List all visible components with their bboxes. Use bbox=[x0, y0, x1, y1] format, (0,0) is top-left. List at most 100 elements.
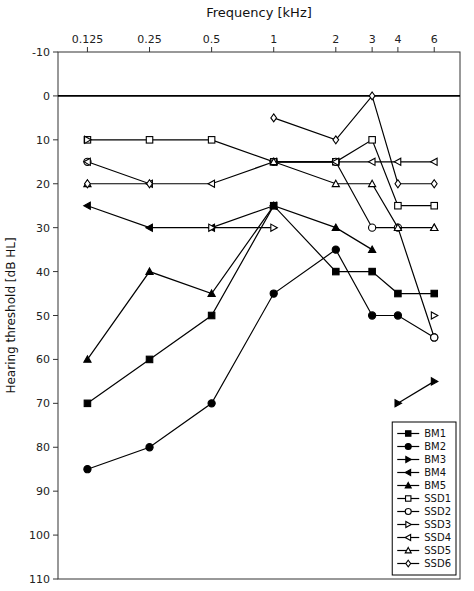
y-tick-label: 40 bbox=[36, 266, 50, 279]
point-marker bbox=[333, 136, 339, 144]
y-tick-label: 50 bbox=[36, 310, 50, 323]
y-tick-label: 90 bbox=[36, 485, 50, 498]
point-marker bbox=[208, 180, 214, 187]
point-marker bbox=[395, 290, 401, 296]
point-marker bbox=[84, 400, 90, 406]
series-line bbox=[87, 206, 434, 360]
series bbox=[84, 137, 437, 209]
legend-label: BM1 bbox=[424, 428, 446, 439]
point-marker bbox=[369, 312, 376, 319]
point-marker bbox=[431, 378, 437, 385]
series bbox=[84, 158, 438, 230]
point-marker bbox=[270, 158, 277, 164]
point-marker bbox=[84, 137, 90, 143]
series-line bbox=[212, 228, 435, 316]
point-marker bbox=[270, 158, 277, 165]
series bbox=[84, 202, 438, 362]
point-marker bbox=[394, 224, 401, 231]
point-marker bbox=[431, 334, 438, 341]
y-tick-label: 110 bbox=[29, 573, 50, 586]
series-line bbox=[87, 206, 273, 228]
legend-marker bbox=[406, 431, 411, 436]
point-marker bbox=[431, 334, 438, 341]
series-line bbox=[87, 96, 434, 184]
point-marker bbox=[84, 466, 91, 473]
point-marker bbox=[369, 158, 375, 165]
point-marker bbox=[271, 224, 277, 231]
x-tick bbox=[149, 47, 150, 52]
legend: BM1BM2BM3BM4BM5SSD1SSD2SSD3SSD4SSD5SSD6 bbox=[392, 422, 456, 575]
x-tick-label: 0.25 bbox=[137, 33, 162, 46]
y-tick bbox=[53, 139, 58, 140]
plot-frame bbox=[58, 52, 460, 579]
y-tick-label: 10 bbox=[36, 134, 50, 147]
legend-label: SSD2 bbox=[424, 506, 451, 517]
series-line bbox=[398, 381, 434, 403]
point-marker bbox=[84, 158, 90, 165]
point-marker bbox=[147, 180, 153, 188]
series-line bbox=[87, 250, 434, 470]
y-tick bbox=[53, 359, 58, 360]
point-marker bbox=[369, 268, 375, 274]
point-marker bbox=[208, 400, 215, 407]
y-tick bbox=[53, 491, 58, 492]
y-tick bbox=[53, 447, 58, 448]
series-line bbox=[87, 206, 434, 404]
point-marker bbox=[394, 158, 400, 165]
y-tick bbox=[53, 535, 58, 536]
y-axis-label: Hearing threshold [dB HL] bbox=[4, 237, 18, 393]
point-marker bbox=[208, 312, 214, 318]
point-marker bbox=[271, 114, 277, 122]
point-marker bbox=[394, 224, 401, 230]
point-marker bbox=[85, 136, 91, 143]
x-tick bbox=[372, 47, 373, 52]
x-tick-label: 2 bbox=[332, 33, 339, 46]
point-marker bbox=[431, 202, 437, 208]
legend-marker bbox=[406, 496, 411, 501]
x-tick bbox=[87, 47, 88, 52]
point-marker bbox=[369, 224, 376, 231]
series bbox=[84, 246, 438, 473]
y-tick-label: 30 bbox=[36, 222, 50, 235]
legend-label: SSD5 bbox=[424, 545, 451, 556]
legend-label: BM3 bbox=[424, 454, 446, 465]
point-marker bbox=[332, 224, 339, 230]
x-tick bbox=[335, 47, 336, 52]
point-marker bbox=[84, 202, 90, 209]
x-tick-label: 0.125 bbox=[72, 33, 104, 46]
x-tick bbox=[434, 47, 435, 52]
series bbox=[85, 136, 438, 319]
point-marker bbox=[431, 290, 437, 296]
y-tick bbox=[53, 227, 58, 228]
y-tick-label: 100 bbox=[29, 529, 50, 542]
x-tick-label: 3 bbox=[369, 33, 376, 46]
point-marker bbox=[332, 158, 338, 165]
point-marker bbox=[84, 356, 91, 362]
series bbox=[84, 158, 437, 187]
point-marker bbox=[431, 180, 437, 188]
point-marker bbox=[208, 224, 214, 231]
point-marker bbox=[146, 224, 152, 231]
y-tick bbox=[53, 52, 58, 53]
legend-label: SSD4 bbox=[424, 532, 451, 543]
y-tick-label: 60 bbox=[36, 353, 50, 366]
series bbox=[395, 378, 438, 407]
y-tick bbox=[53, 403, 58, 404]
point-marker bbox=[395, 400, 401, 407]
series bbox=[84, 202, 277, 231]
legend-label: BM4 bbox=[424, 467, 446, 478]
x-tick-label: 6 bbox=[431, 33, 438, 46]
point-marker bbox=[146, 356, 152, 362]
point-marker bbox=[431, 312, 437, 319]
legend-marker bbox=[405, 535, 410, 541]
chart: -1001020304050607080901001100.1250.250.5… bbox=[0, 0, 474, 591]
x-tick bbox=[273, 47, 274, 52]
point-marker bbox=[332, 246, 339, 253]
series bbox=[84, 158, 438, 341]
point-marker bbox=[369, 92, 375, 100]
legend-marker bbox=[406, 560, 411, 567]
legend-marker bbox=[405, 548, 411, 553]
point-marker bbox=[395, 202, 401, 208]
point-marker bbox=[270, 158, 276, 165]
point-marker bbox=[369, 246, 376, 252]
